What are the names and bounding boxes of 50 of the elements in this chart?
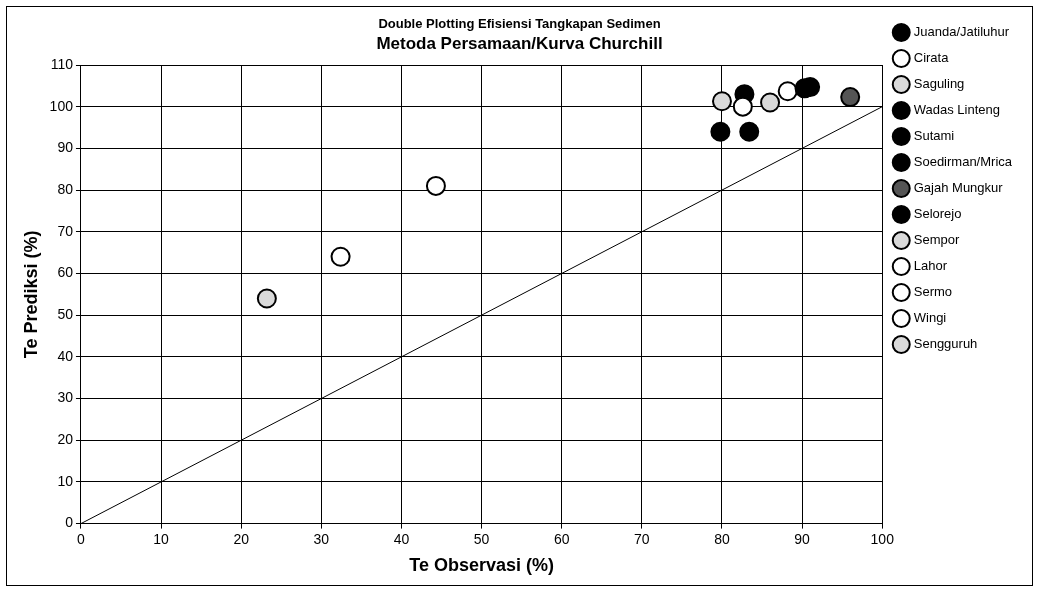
y-axis-title: Te Prediksi (%) xyxy=(20,230,41,359)
point xyxy=(732,96,753,117)
legend-label: Sermo xyxy=(913,284,953,300)
y-tick-label: 30 xyxy=(57,389,74,406)
legend-label: Wingi xyxy=(913,310,947,326)
y-tick-label: 20 xyxy=(57,431,74,448)
y-tick-label: 100 xyxy=(49,97,74,114)
x-tick-label: 70 xyxy=(634,530,650,547)
legend-label: Saguling xyxy=(913,76,965,92)
point xyxy=(739,121,760,142)
legend-label: Gajah Mungkur xyxy=(913,180,1004,196)
point xyxy=(710,121,731,142)
point xyxy=(840,87,861,108)
y-tick-label: 70 xyxy=(57,222,74,239)
legend-label: Sempor xyxy=(913,232,960,248)
y-tick-label: 110 xyxy=(50,55,74,72)
legend-label: Sengguruh xyxy=(913,336,978,352)
y-tick-label: 40 xyxy=(57,347,74,364)
point xyxy=(256,288,277,309)
legend-label: Sutami xyxy=(913,128,955,144)
x-tick-label: 20 xyxy=(233,530,250,547)
y-tick-label: 50 xyxy=(57,306,74,322)
y-tick-label: 10 xyxy=(57,472,74,489)
legend-label: Lahor xyxy=(913,258,948,274)
point xyxy=(760,92,781,113)
y-tick-label: 60 xyxy=(57,264,74,281)
x-tick-label: 80 xyxy=(714,530,730,547)
legend-label: Juanda/Jatiluhur xyxy=(913,24,1010,40)
y-tick-label: 0 xyxy=(65,514,74,531)
x-tick-label: 90 xyxy=(794,530,811,547)
y-tick-label: 90 xyxy=(57,139,74,156)
point xyxy=(330,246,351,267)
x-tick-label: 100 xyxy=(870,530,895,547)
x-axis-title: Te Observasi (%) xyxy=(409,555,554,576)
legend-label: Soedirman/Mrica xyxy=(913,154,1013,170)
x-tick-label: 40 xyxy=(393,530,410,547)
point xyxy=(711,91,732,112)
x-tick-label: 50 xyxy=(473,530,490,547)
legend-label: Wadas Linteng xyxy=(913,102,1000,118)
point xyxy=(777,81,798,102)
x-tick-label: 10 xyxy=(153,530,170,547)
point xyxy=(425,175,446,196)
x-tick-label: 0 xyxy=(77,530,86,547)
y-tick-label: 80 xyxy=(57,180,74,197)
legend-label: Selorejo xyxy=(913,206,962,222)
x-tick-label: 60 xyxy=(553,530,570,547)
chart-title: Double Plotting Efisiensi Tangkapan Sedimen xyxy=(378,16,661,32)
x-tick-label: 30 xyxy=(313,530,330,547)
legend-label: Cirata xyxy=(913,50,950,66)
chart-subtitle: Metoda Persamaan/Kurva Churchill xyxy=(376,34,663,54)
